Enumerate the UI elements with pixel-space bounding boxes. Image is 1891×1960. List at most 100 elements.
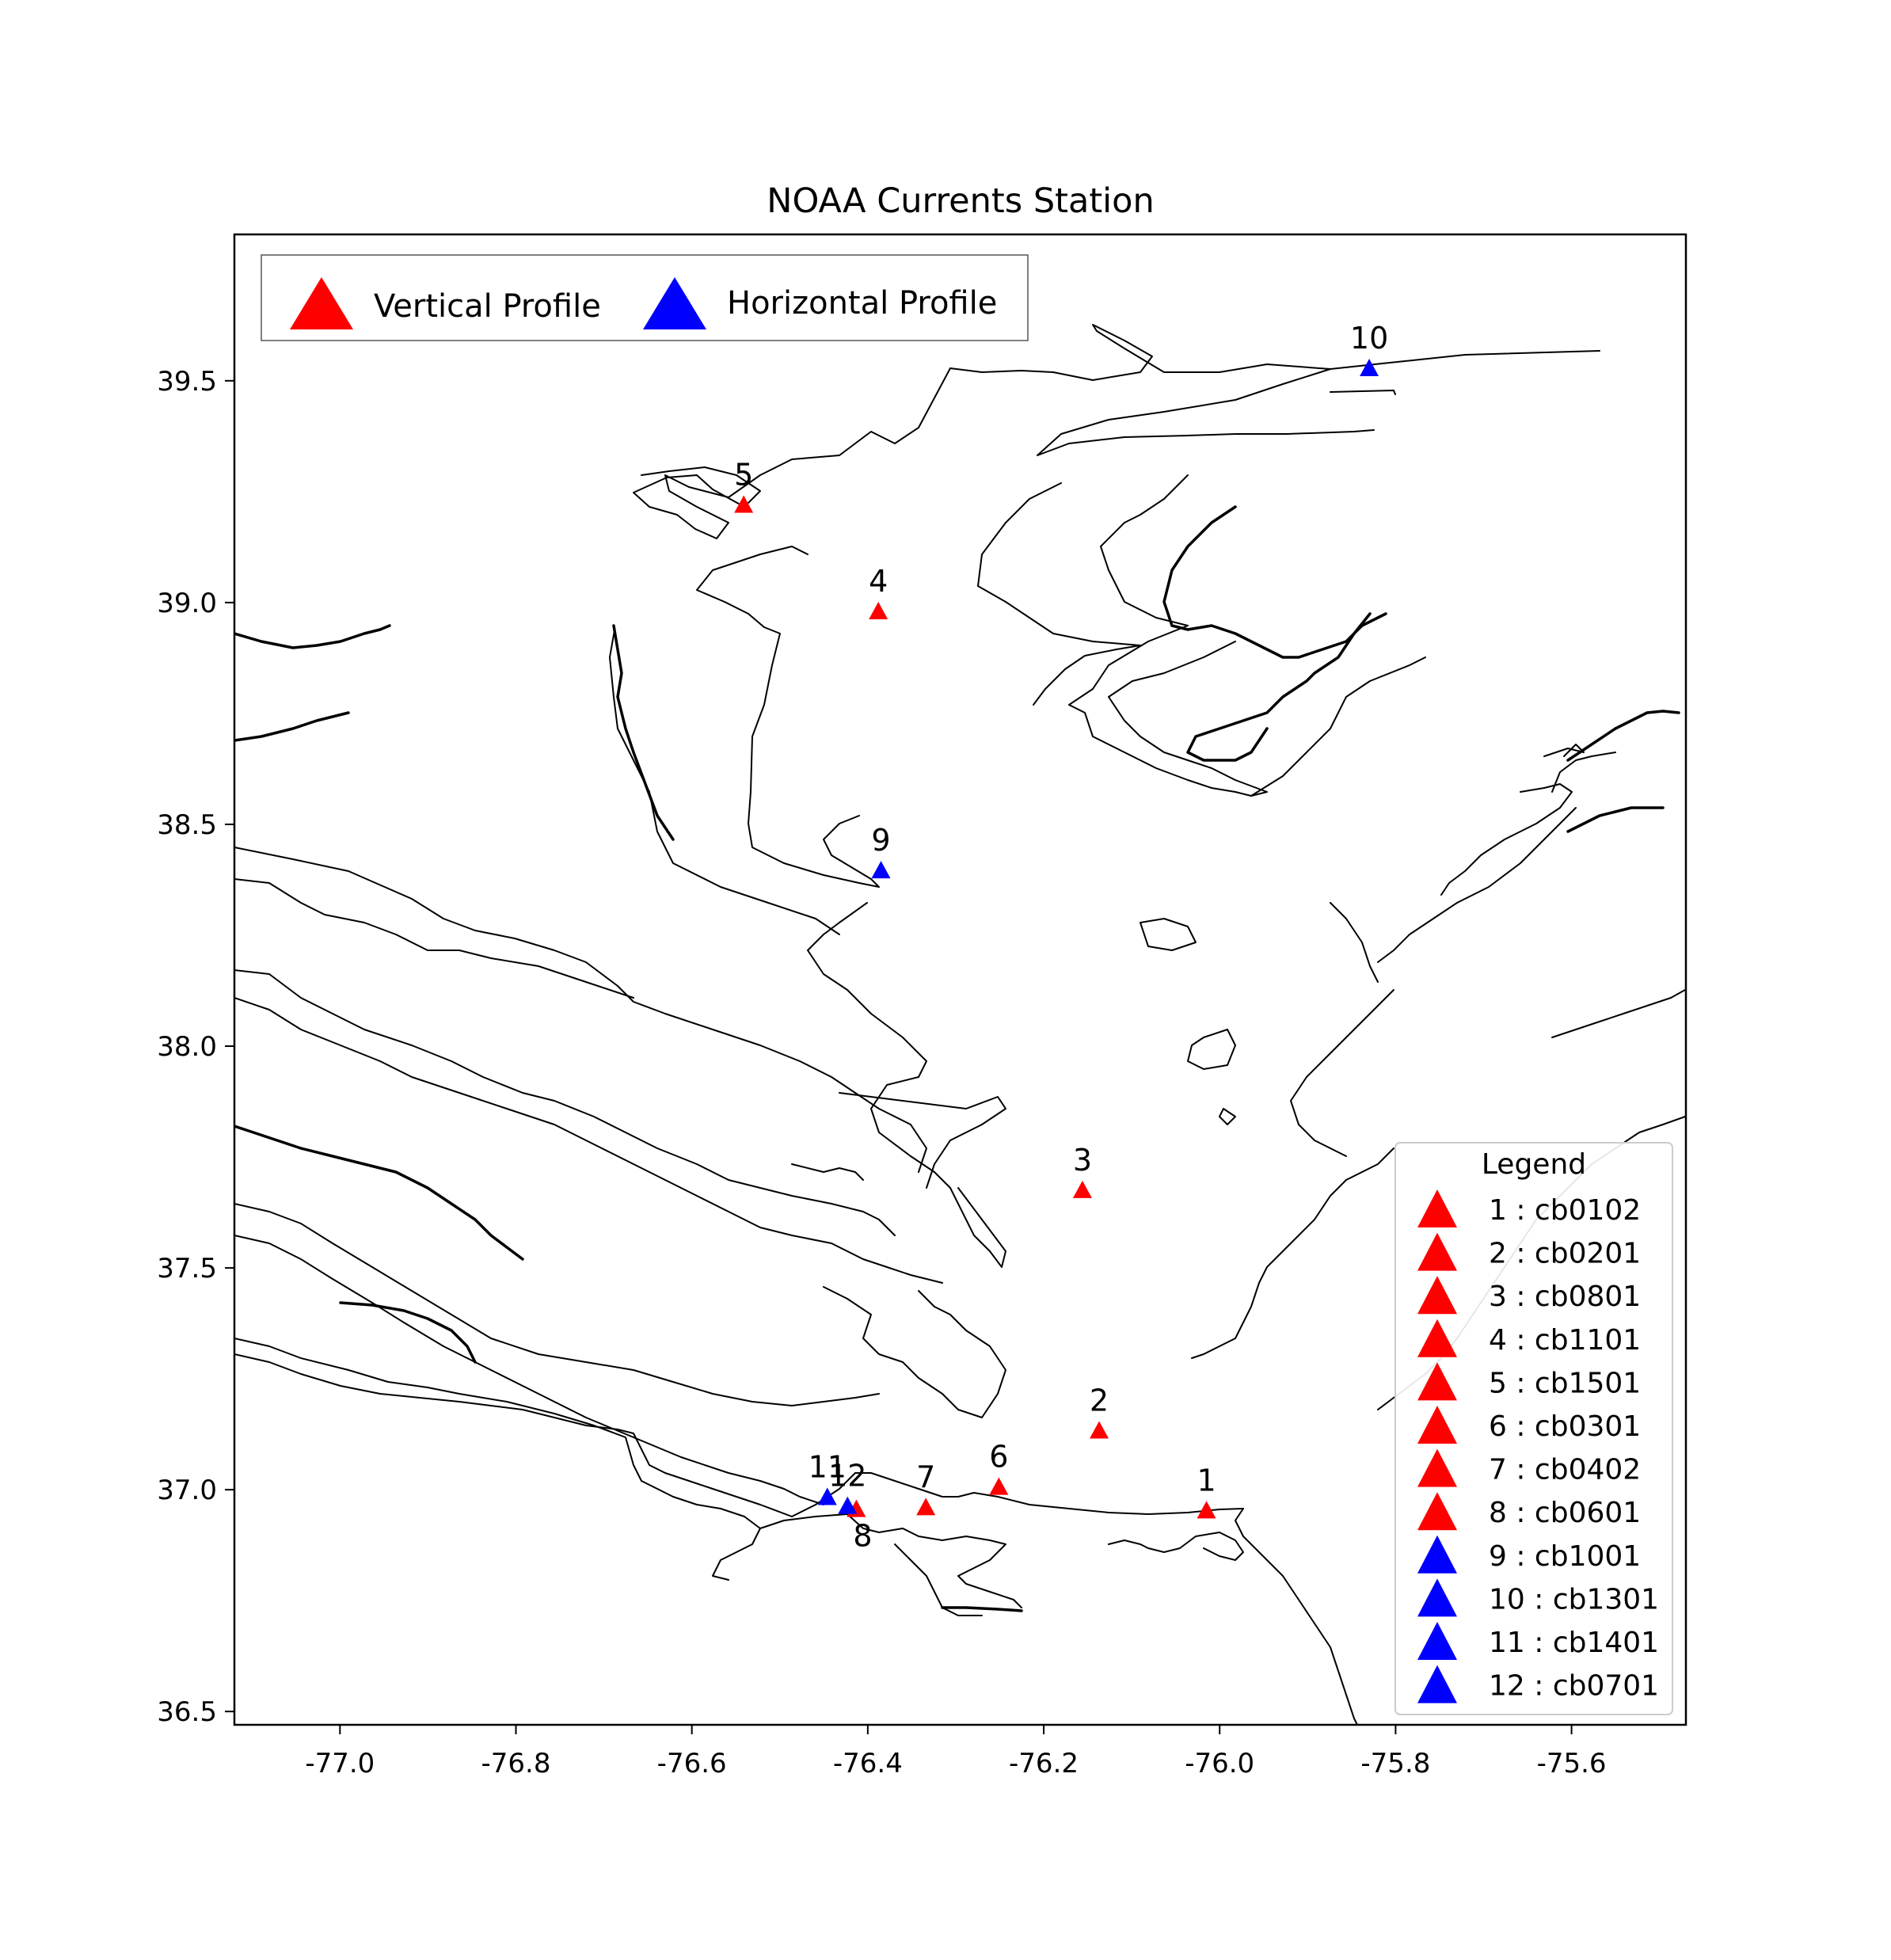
station-legend-entry: 3 : cb0801 [1489, 1281, 1641, 1313]
river-nanticoke-head [1566, 710, 1680, 762]
y-tick-label: 37.5 [157, 1253, 217, 1284]
coastline-wicomico [1440, 783, 1573, 896]
coastline-hampton-roads [759, 1513, 1022, 1608]
x-tick-label: -76.4 [833, 1748, 903, 1779]
coastline [234, 324, 1686, 1725]
station-legend-title: Legend [1482, 1148, 1586, 1181]
station-legend-entry: 1 : cb0102 [1489, 1194, 1641, 1227]
station-label-12: 12 [828, 1459, 866, 1494]
coastline-rappahannock-south [234, 997, 943, 1284]
coastline-elizabeth [894, 1543, 983, 1616]
coastline-island-1 [1187, 1029, 1236, 1070]
x-tick-label: -76.2 [1009, 1748, 1079, 1779]
station-marker-12 [838, 1496, 858, 1514]
coastline-lynnhaven [1108, 1532, 1244, 1561]
coastline-atlantic-virginia-beach [1235, 1508, 1359, 1725]
coastline-piankatank [791, 1163, 864, 1181]
station-marker-3 [1072, 1180, 1092, 1198]
river-nansemond [941, 1606, 1023, 1612]
station-legend-icon [1417, 1362, 1457, 1401]
station-label-6: 6 [989, 1440, 1008, 1475]
station-marker-4 [869, 601, 888, 619]
x-tick-label: -76.0 [1185, 1748, 1254, 1779]
coastline-james-north [234, 1353, 1244, 1517]
coastline-tangier [1330, 902, 1379, 983]
station-legend-icon [1417, 1665, 1457, 1703]
station-marker-2 [1090, 1421, 1109, 1439]
river-choptank-head [1186, 612, 1372, 762]
x-tick-label: -77.0 [305, 1748, 375, 1779]
coastline-choptank [1250, 657, 1426, 797]
station-legend-icon [1417, 1232, 1457, 1271]
station-legend-entry: 10 : cb1301 [1489, 1583, 1659, 1616]
river-mattaponi-head [339, 1301, 477, 1364]
coastline-eastern-shore-va [1191, 1147, 1394, 1359]
coastline-upper-east-shore [1037, 368, 1375, 456]
chart-title: NOAA Currents Station [767, 181, 1154, 221]
station-legend-entry: 6 : cb0301 [1489, 1410, 1641, 1443]
coastline-island-3 [1219, 1108, 1236, 1125]
river-monocacy [234, 711, 350, 742]
y-tick-label: 38.5 [157, 809, 217, 841]
station-label-8: 8 [853, 1519, 872, 1554]
coastline-mobjack [823, 1286, 1006, 1418]
y-axis: 36.5 37.0 37.5 38.0 38.5 39.0 39.5 [157, 366, 234, 1728]
coastline-eastern-river-low [1551, 989, 1686, 1038]
legend-label-horizontal: Horizontal Profile [727, 285, 997, 322]
coastline-patuxent [807, 902, 1006, 1268]
station-label-1: 1 [1197, 1463, 1216, 1498]
station-legend-entry: 11 : cb1401 [1489, 1627, 1659, 1659]
station-legend-icon [1417, 1276, 1457, 1315]
station-legend-entry: 7 : cb0402 [1489, 1454, 1641, 1486]
coastline-island-2 [1140, 918, 1197, 951]
station-legend-entry: 4 : cb1101 [1489, 1324, 1641, 1357]
station-marker-1 [1197, 1501, 1216, 1519]
station-legend-icon [1417, 1578, 1457, 1617]
station-legend-icon [1417, 1189, 1457, 1227]
coastline-york-north [234, 1203, 880, 1406]
station-legend-entry: 2 : cb0201 [1489, 1238, 1641, 1270]
y-tick-label: 39.0 [157, 588, 217, 619]
station-marker-11 [817, 1487, 837, 1505]
rivers [234, 505, 1680, 1612]
station-marker-7 [916, 1498, 936, 1516]
x-tick-label: -75.8 [1360, 1748, 1430, 1779]
station-legend: Legend 1 : cb0102 2 : cb0201 3 : cb0801 4 :… [1394, 1142, 1673, 1715]
coastline-susquehanna [1330, 350, 1600, 370]
station-legend-entry: 5 : cb1501 [1489, 1367, 1641, 1399]
coastline-east-river [1551, 752, 1616, 793]
y-tick-label: 39.5 [157, 366, 217, 398]
coastline-york-south [234, 1235, 824, 1505]
river-rappahannock-head [234, 1125, 524, 1261]
station-marker-5 [734, 495, 754, 513]
coastline-patapsco [633, 466, 761, 516]
legend-label-vertical: Vertical Profile [374, 288, 601, 325]
station-label-3: 3 [1073, 1143, 1092, 1178]
profile-legend: Vertical Profile Horizontal Profile [261, 254, 1029, 341]
river-pocomoke-head [1566, 806, 1665, 833]
river-patuxent-head [612, 624, 675, 841]
station-legend-icon [1417, 1319, 1457, 1357]
station-legend-entry: 12 : cb0701 [1489, 1670, 1659, 1703]
y-tick-label: 37.0 [157, 1475, 217, 1506]
station-label-5: 5 [734, 458, 753, 493]
coastline-east-shore-mid [1068, 474, 1268, 797]
station-legend-icon [1417, 1448, 1457, 1487]
vertical-profile-icon [290, 277, 353, 329]
station-legend-entry: 9 : cb1001 [1489, 1540, 1641, 1573]
y-tick-label: 36.5 [157, 1696, 217, 1728]
station-marker-10 [1360, 359, 1379, 377]
station-label-9: 9 [871, 823, 890, 858]
station-legend-entry: 8 : cb0601 [1489, 1497, 1641, 1529]
coastline-james-south [234, 1338, 761, 1581]
x-tick-label: -76.8 [481, 1748, 550, 1779]
coastline-rappahannock-mouth [839, 1092, 1006, 1189]
coastline-potomac-south [234, 847, 927, 1173]
river-potomac-head [234, 624, 391, 649]
station-legend-icon [1417, 1492, 1457, 1531]
river-upper-right [1377, 807, 1577, 963]
coastline-pocomoke [1290, 989, 1394, 1157]
station-label-11: 11 [809, 1450, 847, 1485]
